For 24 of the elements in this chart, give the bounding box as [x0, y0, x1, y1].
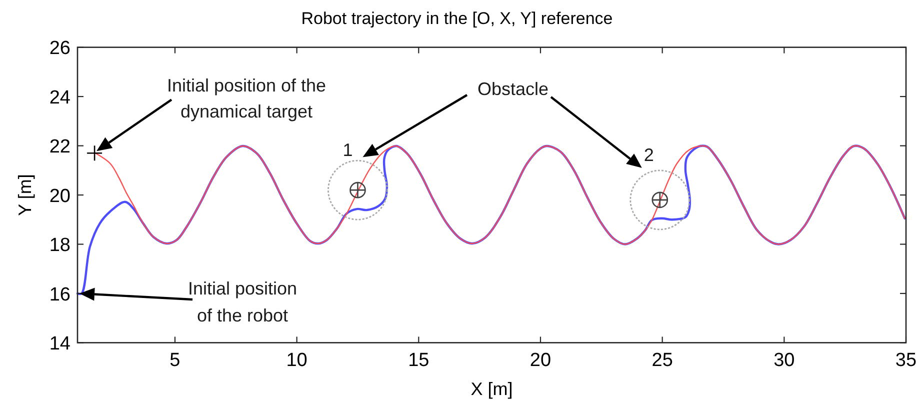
y-axis-title: Y [m]: [15, 174, 35, 216]
y-tick-label: 16: [49, 284, 70, 306]
y-tick-label: 18: [49, 235, 70, 256]
y-tick-label: 20: [49, 186, 70, 207]
annotation: Initial position of the dynamical target: [166, 76, 326, 122]
annotation: 1: [342, 140, 353, 160]
x-tick-label: 30: [774, 350, 795, 371]
x-tick-label: 25: [652, 350, 673, 371]
annotation: Obstacle: [477, 79, 549, 99]
x-tick-label: 10: [286, 350, 308, 371]
annotation: 2: [644, 144, 654, 165]
line-series: [94, 145, 906, 245]
y-tick-label: 24: [49, 87, 71, 108]
point: [86, 145, 103, 162]
x-tick-label: 15: [408, 350, 430, 371]
y-tick-label: 22: [49, 136, 70, 158]
x-tick-label: 35: [895, 350, 917, 371]
annotation: Initial position of the robot: [188, 278, 298, 326]
x-tick-label: 20: [530, 350, 552, 371]
y-tick-label: 14: [49, 334, 71, 355]
x-axis-title: X [m]: [470, 379, 513, 399]
chart-title: Robot trajectory in the [O, X, Y] reference: [301, 9, 613, 28]
y-tick-label: 26: [49, 38, 70, 60]
x-tick-label: 5: [170, 350, 180, 371]
